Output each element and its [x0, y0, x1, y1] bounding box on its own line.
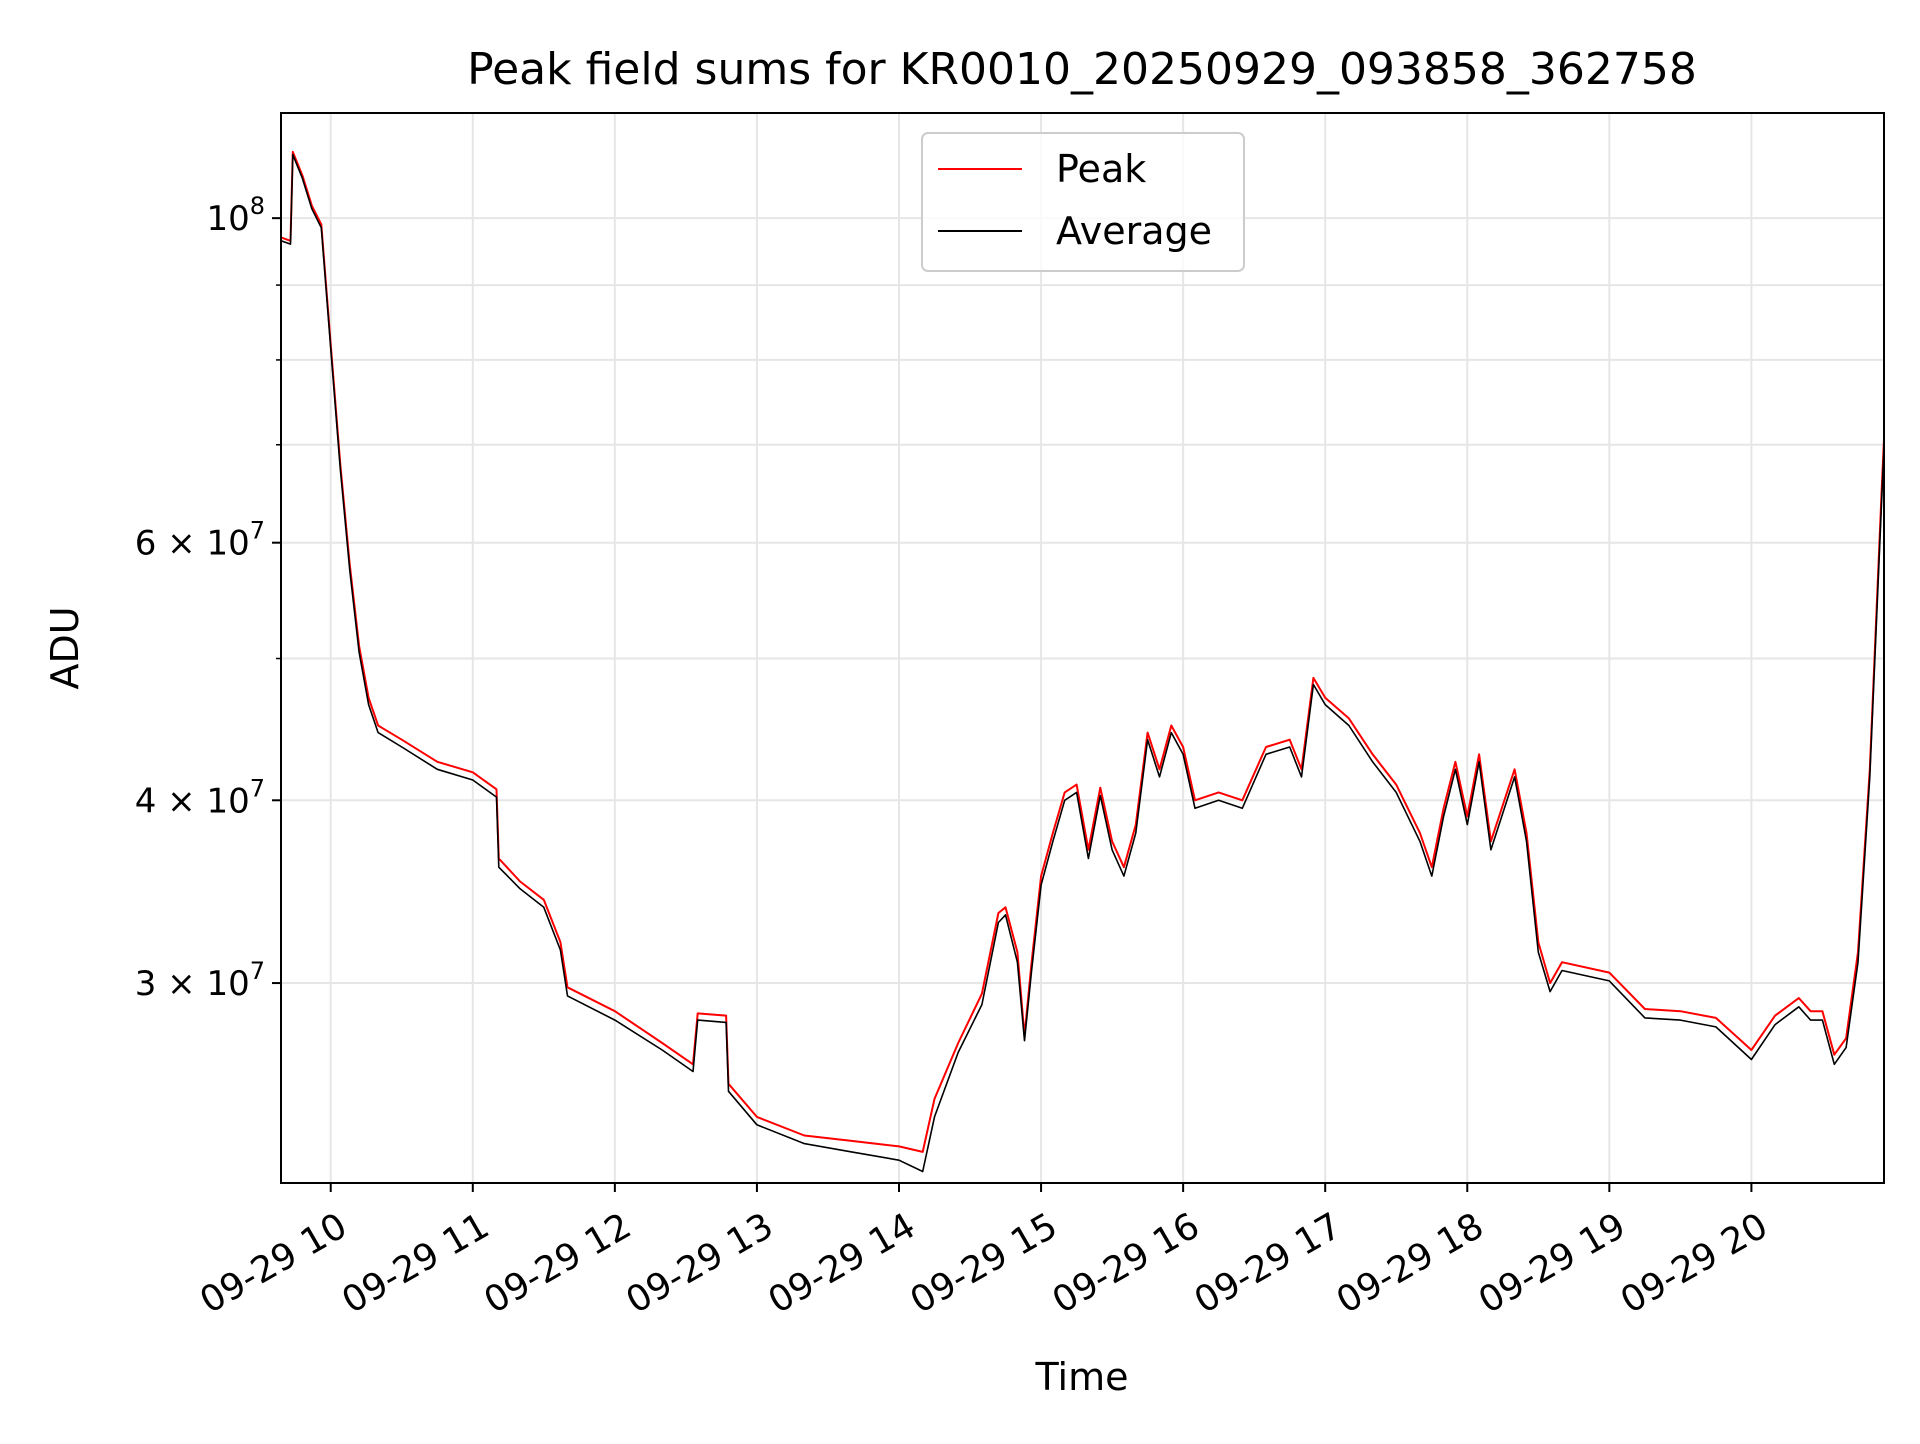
y-tick-label: 4 × 107: [135, 774, 265, 821]
y-tick-label: 6 × 107: [135, 517, 265, 564]
series-line-average: [281, 153, 1884, 1173]
legend: Peak Average: [921, 132, 1245, 272]
x-axis-label: Time: [1035, 1355, 1129, 1399]
y-tick-label: 3 × 107: [135, 957, 265, 1004]
x-tick-label: 09-29 10: [193, 1205, 354, 1321]
x-tick-label: 09-29 15: [904, 1205, 1065, 1321]
x-tick-label: 09-29 19: [1472, 1205, 1633, 1321]
y-tick-label: 108: [206, 192, 265, 239]
plot-frame: [280, 112, 1885, 1184]
legend-label: Peak: [1056, 147, 1146, 191]
x-tick-label: 09-29 16: [1046, 1205, 1207, 1321]
x-tick-label: 09-29 14: [762, 1205, 923, 1321]
legend-box: [921, 132, 1245, 272]
x-tick-label: 09-29 12: [477, 1205, 638, 1321]
y-axis-label: ADU: [43, 606, 87, 689]
grid: [281, 113, 1884, 1183]
x-tick-label: 09-29 18: [1330, 1205, 1491, 1321]
x-tick-label: 09-29 20: [1614, 1205, 1775, 1321]
plot-series: [281, 150, 1884, 1173]
x-tick-label: 09-29 13: [620, 1205, 781, 1321]
x-tick-label: 09-29 17: [1188, 1205, 1349, 1321]
y-axis: 3 × 107 4 × 107 6 × 107 108: [135, 192, 281, 1004]
x-tick-label: 09-29 11: [335, 1205, 496, 1321]
chart-title: Peak field sums for KR0010_20250929_0938…: [467, 44, 1697, 95]
legend-label: Average: [1056, 209, 1212, 253]
